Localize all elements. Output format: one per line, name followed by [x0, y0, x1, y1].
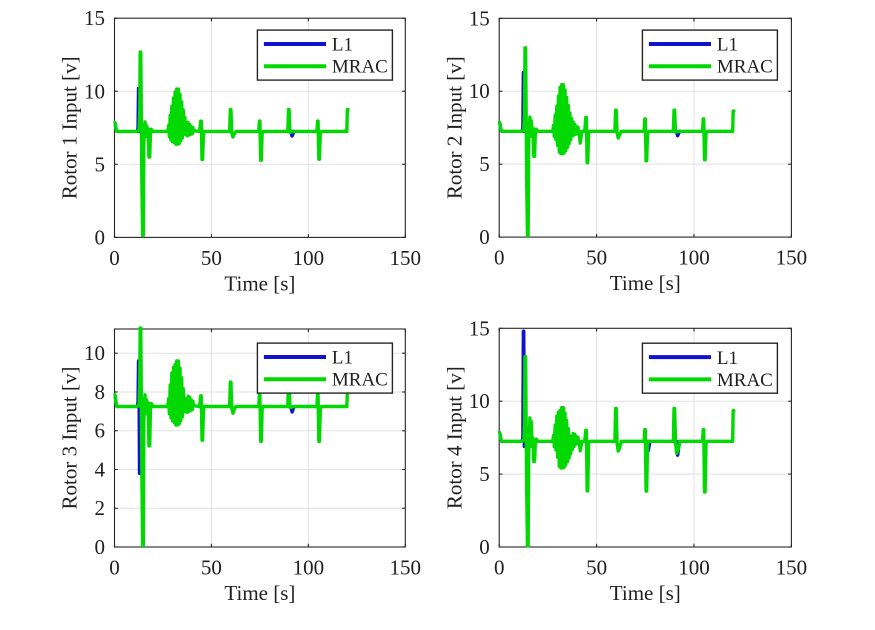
svg-text:50: 50 — [586, 246, 607, 270]
svg-text:50: 50 — [201, 246, 222, 270]
svg-text:0: 0 — [109, 246, 120, 270]
svg-text:10: 10 — [469, 389, 490, 413]
svg-text:0: 0 — [95, 225, 106, 249]
svg-text:0: 0 — [479, 535, 490, 559]
svg-text:Rotor 4 Input [v]: Rotor 4 Input [v] — [442, 366, 466, 509]
svg-text:10: 10 — [84, 79, 105, 103]
svg-text:L1: L1 — [717, 35, 738, 56]
svg-text:4: 4 — [95, 457, 106, 481]
svg-text:100: 100 — [293, 246, 325, 270]
svg-text:150: 150 — [390, 556, 422, 580]
svg-text:100: 100 — [678, 556, 710, 580]
svg-text:10: 10 — [469, 79, 490, 103]
svg-text:100: 100 — [678, 246, 710, 270]
svg-text:50: 50 — [586, 556, 607, 580]
svg-text:Time [s]: Time [s] — [224, 581, 295, 605]
svg-text:Rotor 1 Input [v]: Rotor 1 Input [v] — [58, 56, 82, 199]
svg-text:6: 6 — [95, 419, 106, 443]
svg-text:150: 150 — [390, 246, 422, 270]
svg-text:L1: L1 — [332, 35, 353, 56]
svg-text:Rotor 3 Input [v]: Rotor 3 Input [v] — [58, 367, 82, 510]
svg-text:MRAC: MRAC — [332, 57, 388, 78]
svg-text:150: 150 — [776, 246, 808, 270]
svg-text:Time [s]: Time [s] — [610, 581, 681, 605]
svg-text:Rotor 2 Input [v]: Rotor 2 Input [v] — [442, 56, 466, 199]
svg-text:8: 8 — [95, 380, 106, 404]
svg-text:0: 0 — [479, 225, 490, 249]
svg-text:0: 0 — [494, 556, 505, 580]
svg-text:15: 15 — [469, 316, 490, 340]
svg-text:15: 15 — [469, 6, 490, 30]
svg-text:L1: L1 — [332, 348, 353, 369]
svg-text:2: 2 — [95, 496, 106, 520]
svg-text:0: 0 — [494, 246, 505, 270]
svg-text:0: 0 — [109, 556, 120, 580]
svg-text:0: 0 — [95, 535, 106, 559]
svg-text:5: 5 — [479, 152, 490, 176]
svg-text:100: 100 — [293, 556, 325, 580]
svg-text:5: 5 — [95, 152, 106, 176]
svg-text:15: 15 — [84, 6, 105, 30]
svg-text:5: 5 — [479, 462, 490, 486]
svg-text:150: 150 — [776, 556, 808, 580]
svg-text:10: 10 — [84, 341, 105, 365]
svg-text:Time [s]: Time [s] — [610, 271, 681, 295]
svg-text:50: 50 — [201, 556, 222, 580]
svg-text:L1: L1 — [717, 348, 738, 369]
svg-text:MRAC: MRAC — [717, 370, 773, 391]
svg-text:MRAC: MRAC — [717, 57, 773, 78]
svg-text:Time [s]: Time [s] — [224, 271, 295, 295]
svg-text:MRAC: MRAC — [332, 370, 388, 391]
